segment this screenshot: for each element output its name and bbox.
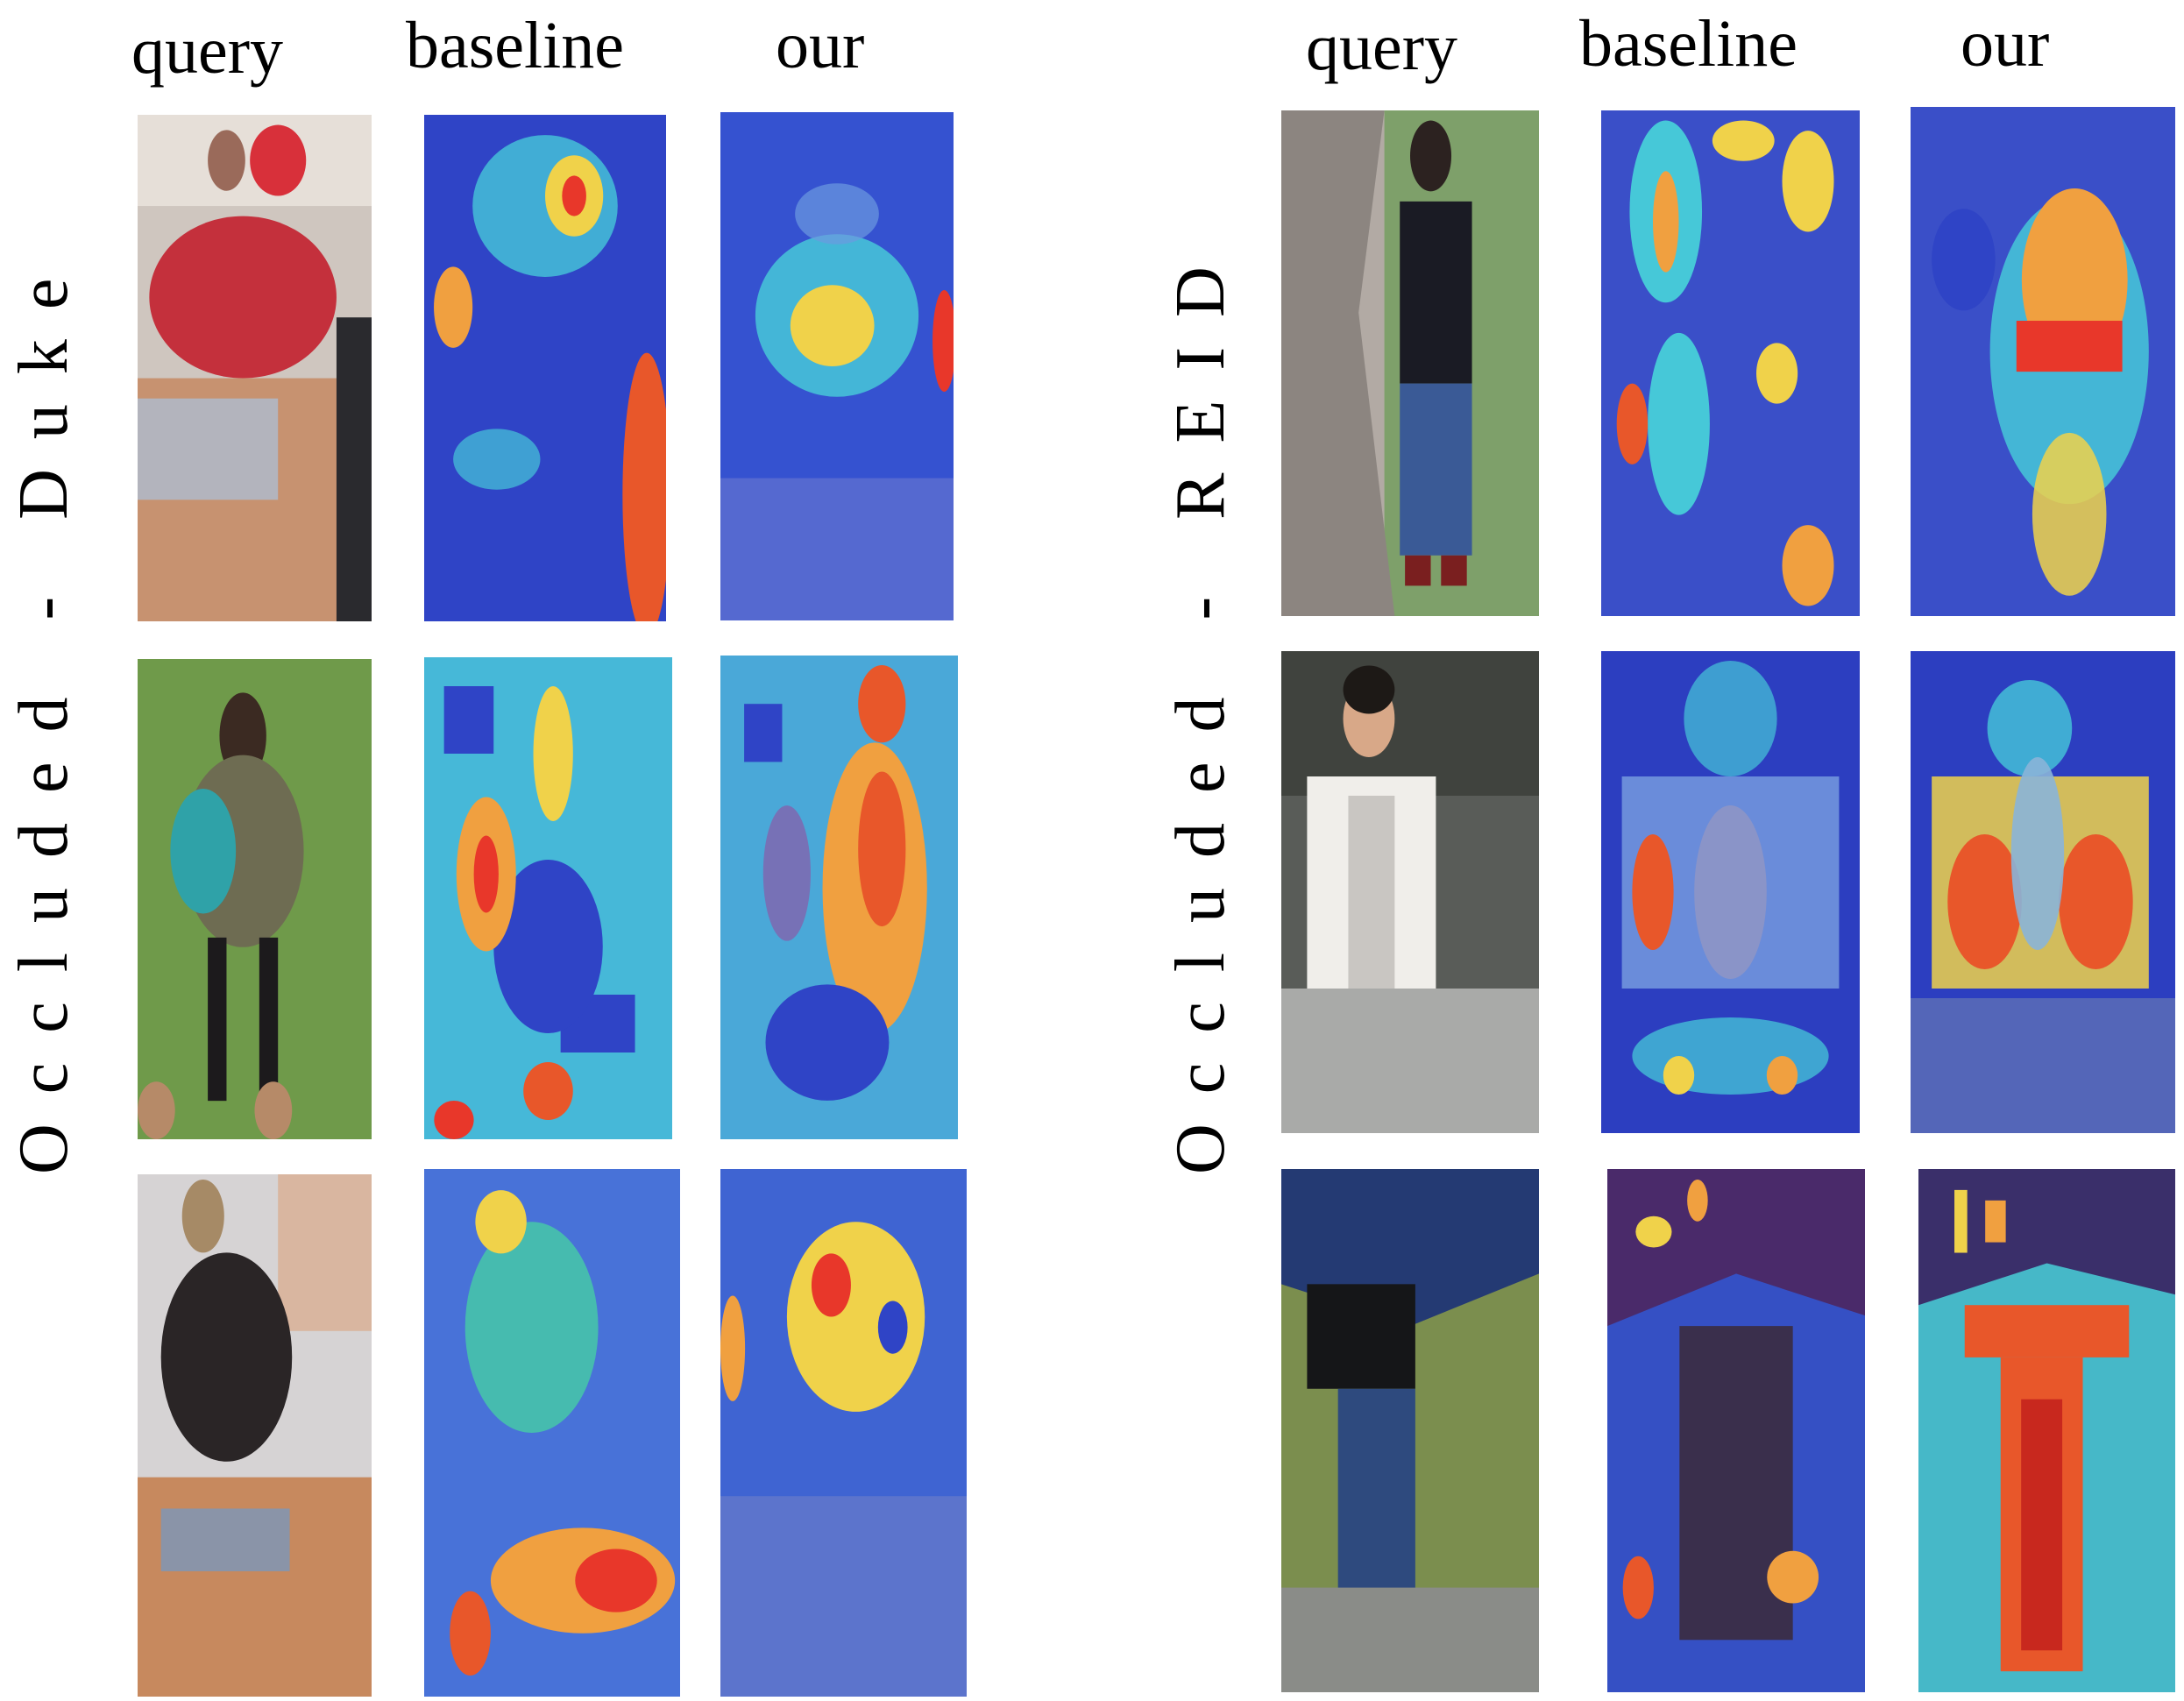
reid-row1-our-heatmap xyxy=(1911,107,2175,616)
reid-row2-query-image xyxy=(1281,651,1539,1133)
right-query-header: query xyxy=(1306,11,1458,84)
reid-row1-query-image xyxy=(1281,110,1539,616)
reid-row3-our-heatmap xyxy=(1918,1169,2175,1692)
left-baseline-header: baseline xyxy=(406,9,625,82)
duke-row1-baseline-heatmap xyxy=(424,115,666,621)
duke-row3-our-heatmap xyxy=(720,1169,967,1697)
duke-row2-our-heatmap xyxy=(720,656,958,1139)
duke-row3-baseline-heatmap xyxy=(424,1169,680,1697)
reid-row2-our-heatmap xyxy=(1911,651,2175,1133)
duke-row2-query-image xyxy=(138,659,372,1139)
duke-row1-our-heatmap xyxy=(720,112,954,620)
reid-row2-baseline-heatmap xyxy=(1601,651,1860,1133)
duke-row1-query-image xyxy=(138,115,372,621)
duke-row3-query-image xyxy=(138,1174,372,1697)
occluded-reid-label: Occluded - REID xyxy=(1162,237,1239,1174)
left-query-header: query xyxy=(131,14,284,88)
duke-row2-baseline-heatmap xyxy=(424,657,672,1139)
left-our-header: our xyxy=(776,9,865,82)
occluded-duke-label: Occluded - Duke xyxy=(5,248,82,1174)
reid-row1-baseline-heatmap xyxy=(1601,110,1860,616)
right-our-header: our xyxy=(1961,7,2050,81)
reid-row3-query-image xyxy=(1281,1169,1539,1692)
reid-row3-baseline-heatmap xyxy=(1607,1169,1865,1692)
right-baseline-header: baseline xyxy=(1579,7,1798,81)
